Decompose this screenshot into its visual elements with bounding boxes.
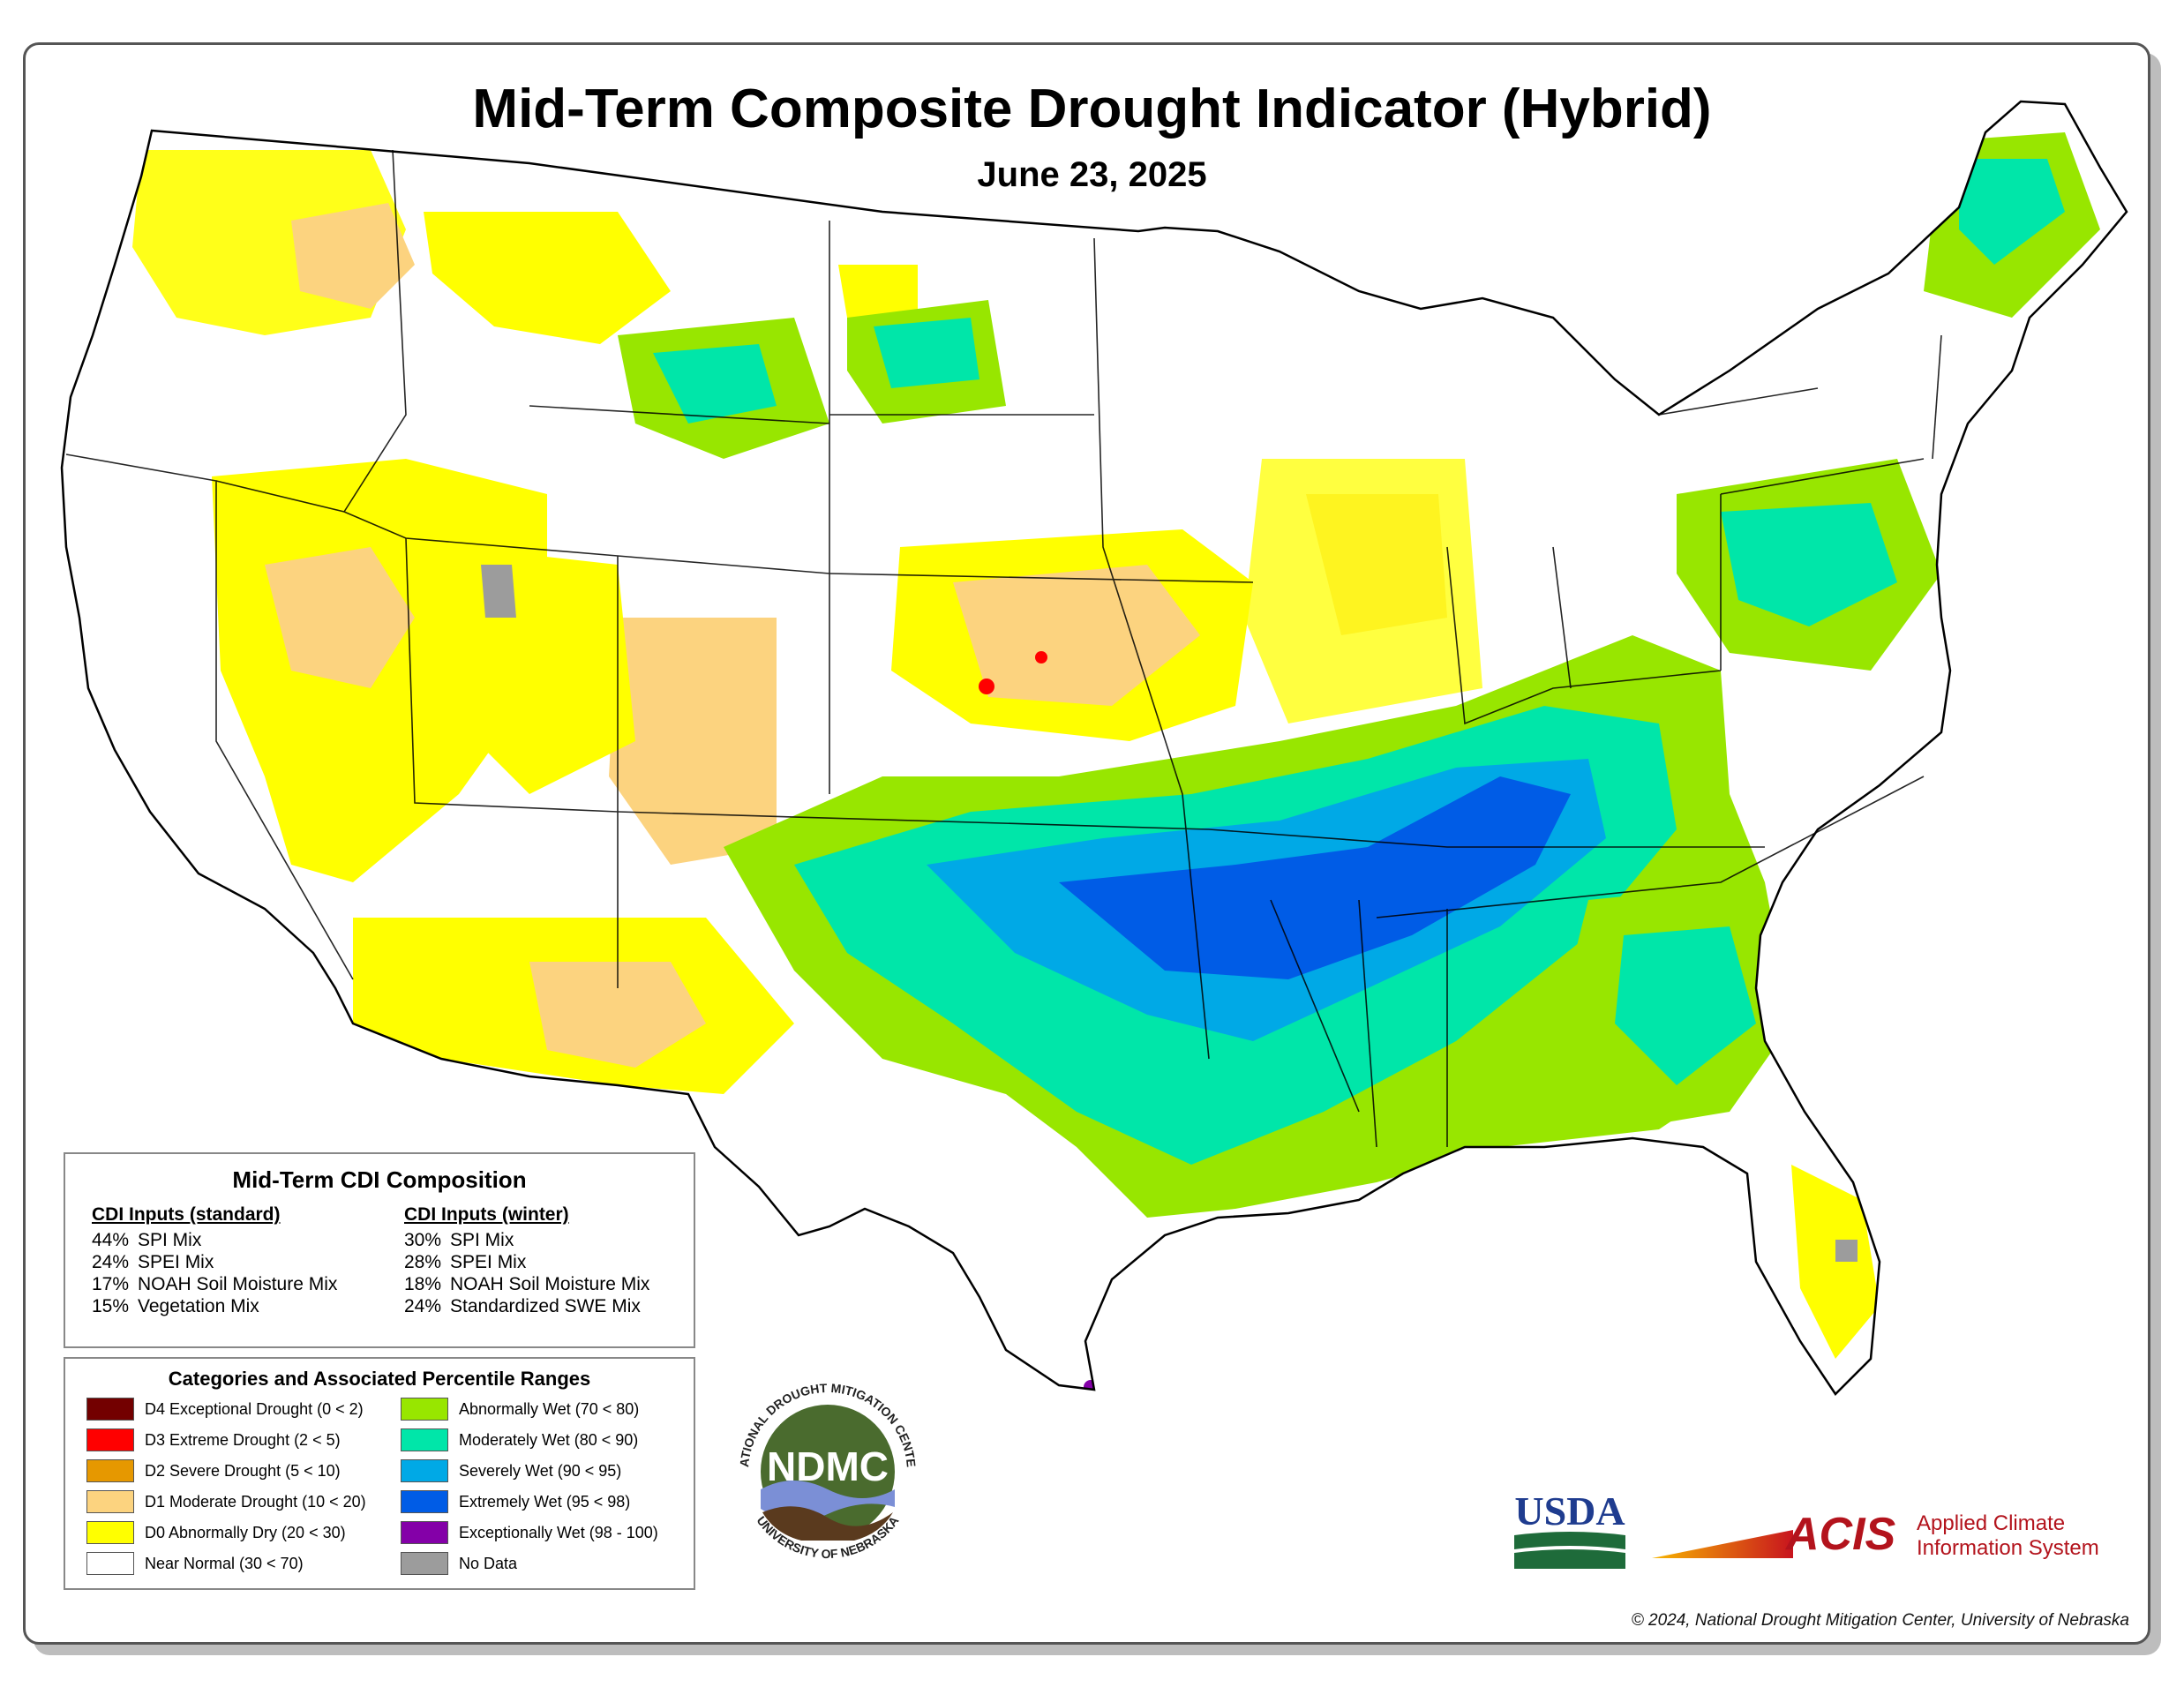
standard-inputs-column: CDI Inputs (standard) 44% SPI Mix 24% SPEI… [92, 1203, 337, 1317]
legend-item: Severely Wet (90 < 95) [401, 1458, 621, 1484]
categories-heading: Categories and Associated Percentile Ran… [168, 1368, 591, 1390]
copyright-notice: © 2024, National Drought Mitigation Cent… [1631, 1611, 2129, 1630]
legend-swatch [401, 1398, 448, 1421]
legend-item: Abnormally Wet (70 < 80) [401, 1396, 639, 1422]
acis-line1: Applied Climate [1917, 1511, 2065, 1535]
acis-logo: ACIS Applied Climate Information System [1652, 1509, 2099, 1560]
legend-label: D0 Abnormally Dry (20 < 30) [145, 1523, 346, 1541]
legend-label: Moderately Wet (80 < 90) [459, 1430, 639, 1449]
legend-item: Near Normal (30 < 70) [86, 1550, 304, 1577]
legend-label: D3 Extreme Drought (2 < 5) [145, 1430, 341, 1449]
cdi-composition-panel: Mid-Term CDI Composition CDI Inputs (sta… [64, 1152, 695, 1348]
ndmc-logo-text: NDMC [767, 1443, 889, 1489]
us-drought-map [60, 100, 2128, 1396]
legend-swatch [86, 1459, 134, 1482]
legend-label: Near Normal (30 < 70) [145, 1554, 304, 1572]
legend-item: Extremely Wet (95 < 98) [401, 1488, 630, 1515]
standard-inputs-heading: CDI Inputs (standard) [92, 1204, 281, 1225]
ndmc-logo: NDMC NATIONAL DROUGHT MITIGATION CENTER … [722, 1366, 932, 1576]
legend-swatch [401, 1459, 448, 1482]
legend-label: D4 Exceptional Drought (0 < 2) [145, 1399, 364, 1418]
legend-item: Exceptionally Wet (98 - 100) [401, 1519, 658, 1546]
legend-label: D2 Severe Drought (5 < 10) [145, 1461, 341, 1480]
acis-mark: ACIS [1784, 1509, 1896, 1560]
legend-swatch [401, 1428, 448, 1451]
legend-item: D1 Moderate Drought (10 < 20) [86, 1488, 366, 1515]
usda-logo: USDA [1514, 1488, 1625, 1569]
legend-swatch [86, 1428, 134, 1451]
standard-input-row: 15% Vegetation Mix [92, 1296, 259, 1316]
legend-label: D1 Moderate Drought (10 < 20) [145, 1492, 366, 1511]
legend-swatch [401, 1552, 448, 1575]
legend-item: Moderately Wet (80 < 90) [401, 1427, 638, 1453]
legend-item: D0 Abnormally Dry (20 < 30) [86, 1519, 346, 1546]
legend-swatch [86, 1552, 134, 1575]
winter-inputs-heading: CDI Inputs (winter) [404, 1204, 569, 1225]
categories-legend: Categories and Associated Percentile Ran… [64, 1357, 695, 1590]
map-date: June 23, 2025 [977, 155, 1207, 194]
winter-input-row: 24% Standardized SWE Mix [404, 1296, 641, 1316]
legend-item: No Data [401, 1550, 517, 1577]
composition-heading: Mid-Term CDI Composition [232, 1166, 527, 1193]
legend-label: Exceptionally Wet (98 - 100) [459, 1523, 658, 1541]
legend-swatch [86, 1521, 134, 1544]
legend-label: Extremely Wet (95 < 98) [459, 1492, 631, 1511]
standard-input-row: 17% NOAH Soil Moisture Mix [92, 1274, 338, 1294]
legend-swatch [86, 1398, 134, 1421]
legend-swatch [401, 1521, 448, 1544]
winter-input-row: 30% SPI Mix [404, 1230, 514, 1250]
map-title: Mid-Term Composite Drought Indicator (Hy… [472, 79, 1712, 139]
legend-item: D2 Severe Drought (5 < 10) [86, 1458, 341, 1484]
legend-label: Abnormally Wet (70 < 80) [459, 1399, 640, 1418]
usda-logo-text: USDA [1514, 1488, 1625, 1533]
legend-item: D4 Exceptional Drought (0 < 2) [86, 1396, 364, 1422]
standard-input-row: 44% SPI Mix [92, 1230, 202, 1250]
standard-input-row: 24% SPEI Mix [92, 1252, 214, 1272]
legend-label: Severely Wet (90 < 95) [459, 1461, 622, 1480]
winter-input-row: 28% SPEI Mix [404, 1252, 527, 1272]
legend-label: No Data [459, 1554, 518, 1572]
legend-item: D3 Extreme Drought (2 < 5) [86, 1427, 341, 1453]
legend-swatch [401, 1490, 448, 1513]
legend-swatch [86, 1490, 134, 1513]
winter-inputs-column: CDI Inputs (winter) 30% SPI Mix 28% SPEI M… [404, 1203, 649, 1317]
acis-line2: Information System [1917, 1536, 2099, 1560]
winter-input-row: 18% NOAH Soil Moisture Mix [404, 1274, 650, 1294]
